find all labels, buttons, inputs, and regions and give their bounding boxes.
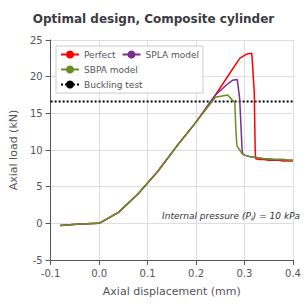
svg-text:-5: -5 xyxy=(33,255,43,266)
svg-text:10: 10 xyxy=(30,145,43,156)
svg-text:Optimal design, Composite cyli: Optimal design, Composite cylinder xyxy=(33,12,275,26)
svg-text:0.2: 0.2 xyxy=(188,268,204,279)
svg-text:5: 5 xyxy=(36,181,42,192)
svg-text:Axial load (kN): Axial load (kN) xyxy=(7,110,20,191)
svg-text:0.4: 0.4 xyxy=(285,268,301,279)
svg-text:0.0: 0.0 xyxy=(91,268,107,279)
svg-text:SPLA model: SPLA model xyxy=(146,50,199,60)
svg-text:25: 25 xyxy=(30,35,43,46)
svg-text:Buckling test: Buckling test xyxy=(84,80,143,90)
svg-text:0.1: 0.1 xyxy=(140,268,156,279)
svg-text:) = 10 kPa: ) = 10 kPa xyxy=(252,211,300,221)
svg-text:20: 20 xyxy=(30,71,43,82)
svg-text:Internal pressure (P: Internal pressure (P xyxy=(162,211,251,221)
svg-text:SBPA model: SBPA model xyxy=(84,65,138,75)
svg-text:Perfect: Perfect xyxy=(84,50,116,60)
svg-text:15: 15 xyxy=(30,108,43,119)
svg-text:0: 0 xyxy=(36,218,42,229)
svg-text:0.3: 0.3 xyxy=(237,268,253,279)
svg-text:-0.1: -0.1 xyxy=(41,268,61,279)
svg-text:Axial displacement (mm): Axial displacement (mm) xyxy=(103,285,241,298)
